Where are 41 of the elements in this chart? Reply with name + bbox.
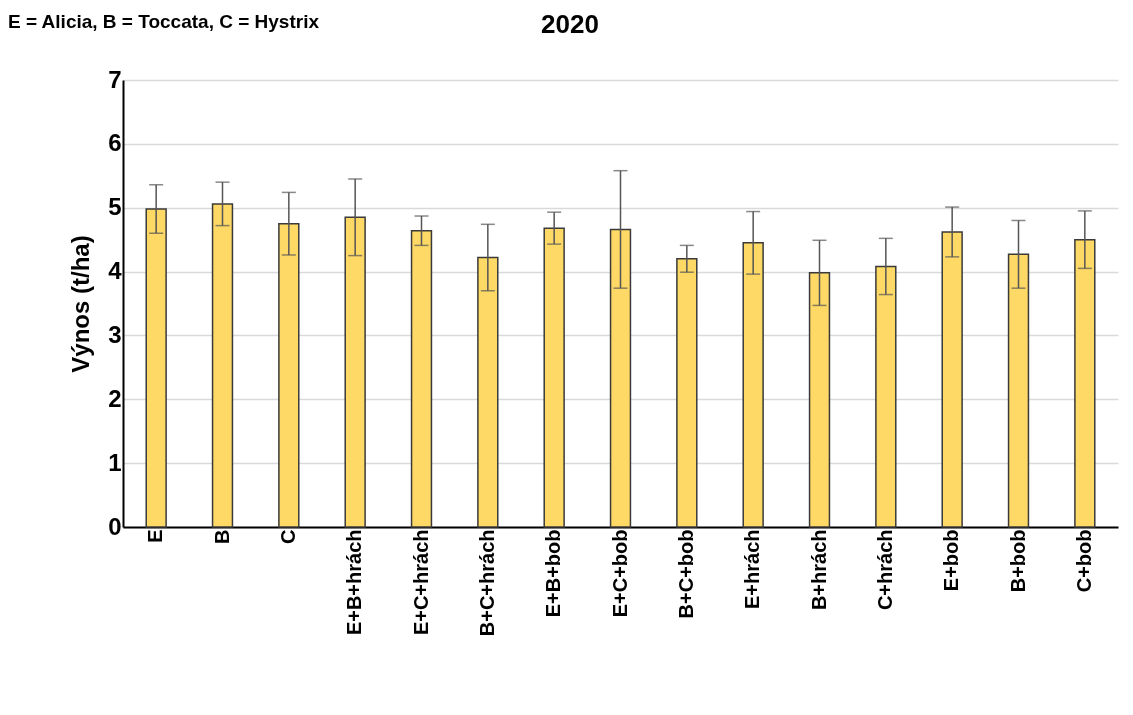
x-tick-label: E+B+hrách xyxy=(343,529,366,636)
y-tick-label: 1 xyxy=(108,448,122,476)
x-tick-label: E+C+bob xyxy=(608,529,631,618)
y-tick-label: 5 xyxy=(108,193,122,221)
bar xyxy=(676,258,698,528)
x-tick-label: B+C+hrách xyxy=(475,529,498,637)
x-tick-label: E+C+hrách xyxy=(409,529,432,636)
bar xyxy=(742,242,764,528)
y-tick-label: 3 xyxy=(108,320,122,348)
bar xyxy=(278,222,300,528)
x-tick-label: E+hrách xyxy=(741,529,764,609)
y-tick-label: 6 xyxy=(108,129,122,157)
x-tick-label: C+hrách xyxy=(873,529,896,611)
x-tick-label: E+B+bob xyxy=(542,529,565,618)
bar xyxy=(941,231,963,528)
x-tick-label: B+hrách xyxy=(807,529,830,611)
x-tick-label: B+C+bob xyxy=(674,529,697,619)
bar xyxy=(145,208,167,528)
bar xyxy=(1007,253,1030,528)
bar xyxy=(477,256,499,528)
x-tick-label: C xyxy=(276,529,299,544)
y-axis-title: Výnos (t/ha) xyxy=(67,235,95,373)
bar xyxy=(875,265,897,528)
y-tick-label: 0 xyxy=(108,512,122,540)
bar xyxy=(808,272,831,528)
bar xyxy=(1074,238,1096,528)
bar xyxy=(609,228,632,528)
bar xyxy=(410,229,433,528)
x-tick-label: E xyxy=(144,529,167,543)
chart-title: 2020 xyxy=(541,9,599,39)
y-tick-label: 7 xyxy=(108,65,122,93)
x-tick-label: C+bob xyxy=(1072,529,1095,593)
x-tick-label: E+bob xyxy=(940,529,963,592)
bar xyxy=(543,227,565,528)
bar xyxy=(344,216,366,528)
y-tick-label: 2 xyxy=(108,384,122,412)
y-tick-label: 4 xyxy=(108,257,123,285)
x-tick-label: B+bob xyxy=(1006,529,1029,593)
text: E = Alicia, B = Toccata, C = Hystrix xyxy=(8,11,320,32)
x-tick-label: B xyxy=(210,529,233,544)
bar xyxy=(211,203,234,528)
